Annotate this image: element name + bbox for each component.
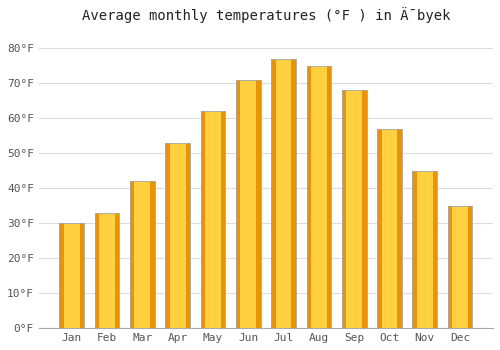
Bar (200, 111, 205, 328)
Bar (398, 129, 402, 328)
Bar (377, 129, 402, 328)
Bar (468, 206, 472, 328)
Bar (362, 90, 366, 328)
Bar (200, 111, 226, 328)
Bar (342, 90, 366, 328)
Bar (166, 143, 190, 328)
Bar (80, 223, 84, 328)
Bar (306, 66, 311, 328)
Bar (221, 111, 226, 328)
Bar (271, 59, 276, 328)
Bar (432, 171, 437, 328)
Bar (236, 80, 260, 328)
Bar (186, 143, 190, 328)
Bar (60, 223, 84, 328)
Bar (306, 66, 331, 328)
Bar (292, 59, 296, 328)
Bar (412, 171, 437, 328)
Bar (412, 171, 437, 328)
Bar (130, 181, 155, 328)
Title: Average monthly temperatures (°F ) in Ǟbyek: Average monthly temperatures (°F ) in Ǟ… (82, 7, 450, 23)
Bar (60, 223, 84, 328)
Bar (342, 90, 366, 328)
Bar (271, 59, 296, 328)
Bar (377, 129, 382, 328)
Bar (306, 66, 331, 328)
Bar (271, 59, 296, 328)
Bar (448, 206, 472, 328)
Bar (377, 129, 402, 328)
Bar (256, 80, 260, 328)
Bar (60, 223, 64, 328)
Bar (200, 111, 226, 328)
Bar (94, 213, 120, 328)
Bar (115, 213, 119, 328)
Bar (236, 80, 240, 328)
Bar (166, 143, 190, 328)
Bar (94, 213, 99, 328)
Bar (236, 80, 260, 328)
Bar (448, 206, 452, 328)
Bar (130, 181, 155, 328)
Bar (327, 66, 331, 328)
Bar (130, 181, 134, 328)
Bar (448, 206, 472, 328)
Bar (412, 171, 417, 328)
Bar (342, 90, 346, 328)
Bar (94, 213, 120, 328)
Bar (166, 143, 170, 328)
Bar (150, 181, 155, 328)
